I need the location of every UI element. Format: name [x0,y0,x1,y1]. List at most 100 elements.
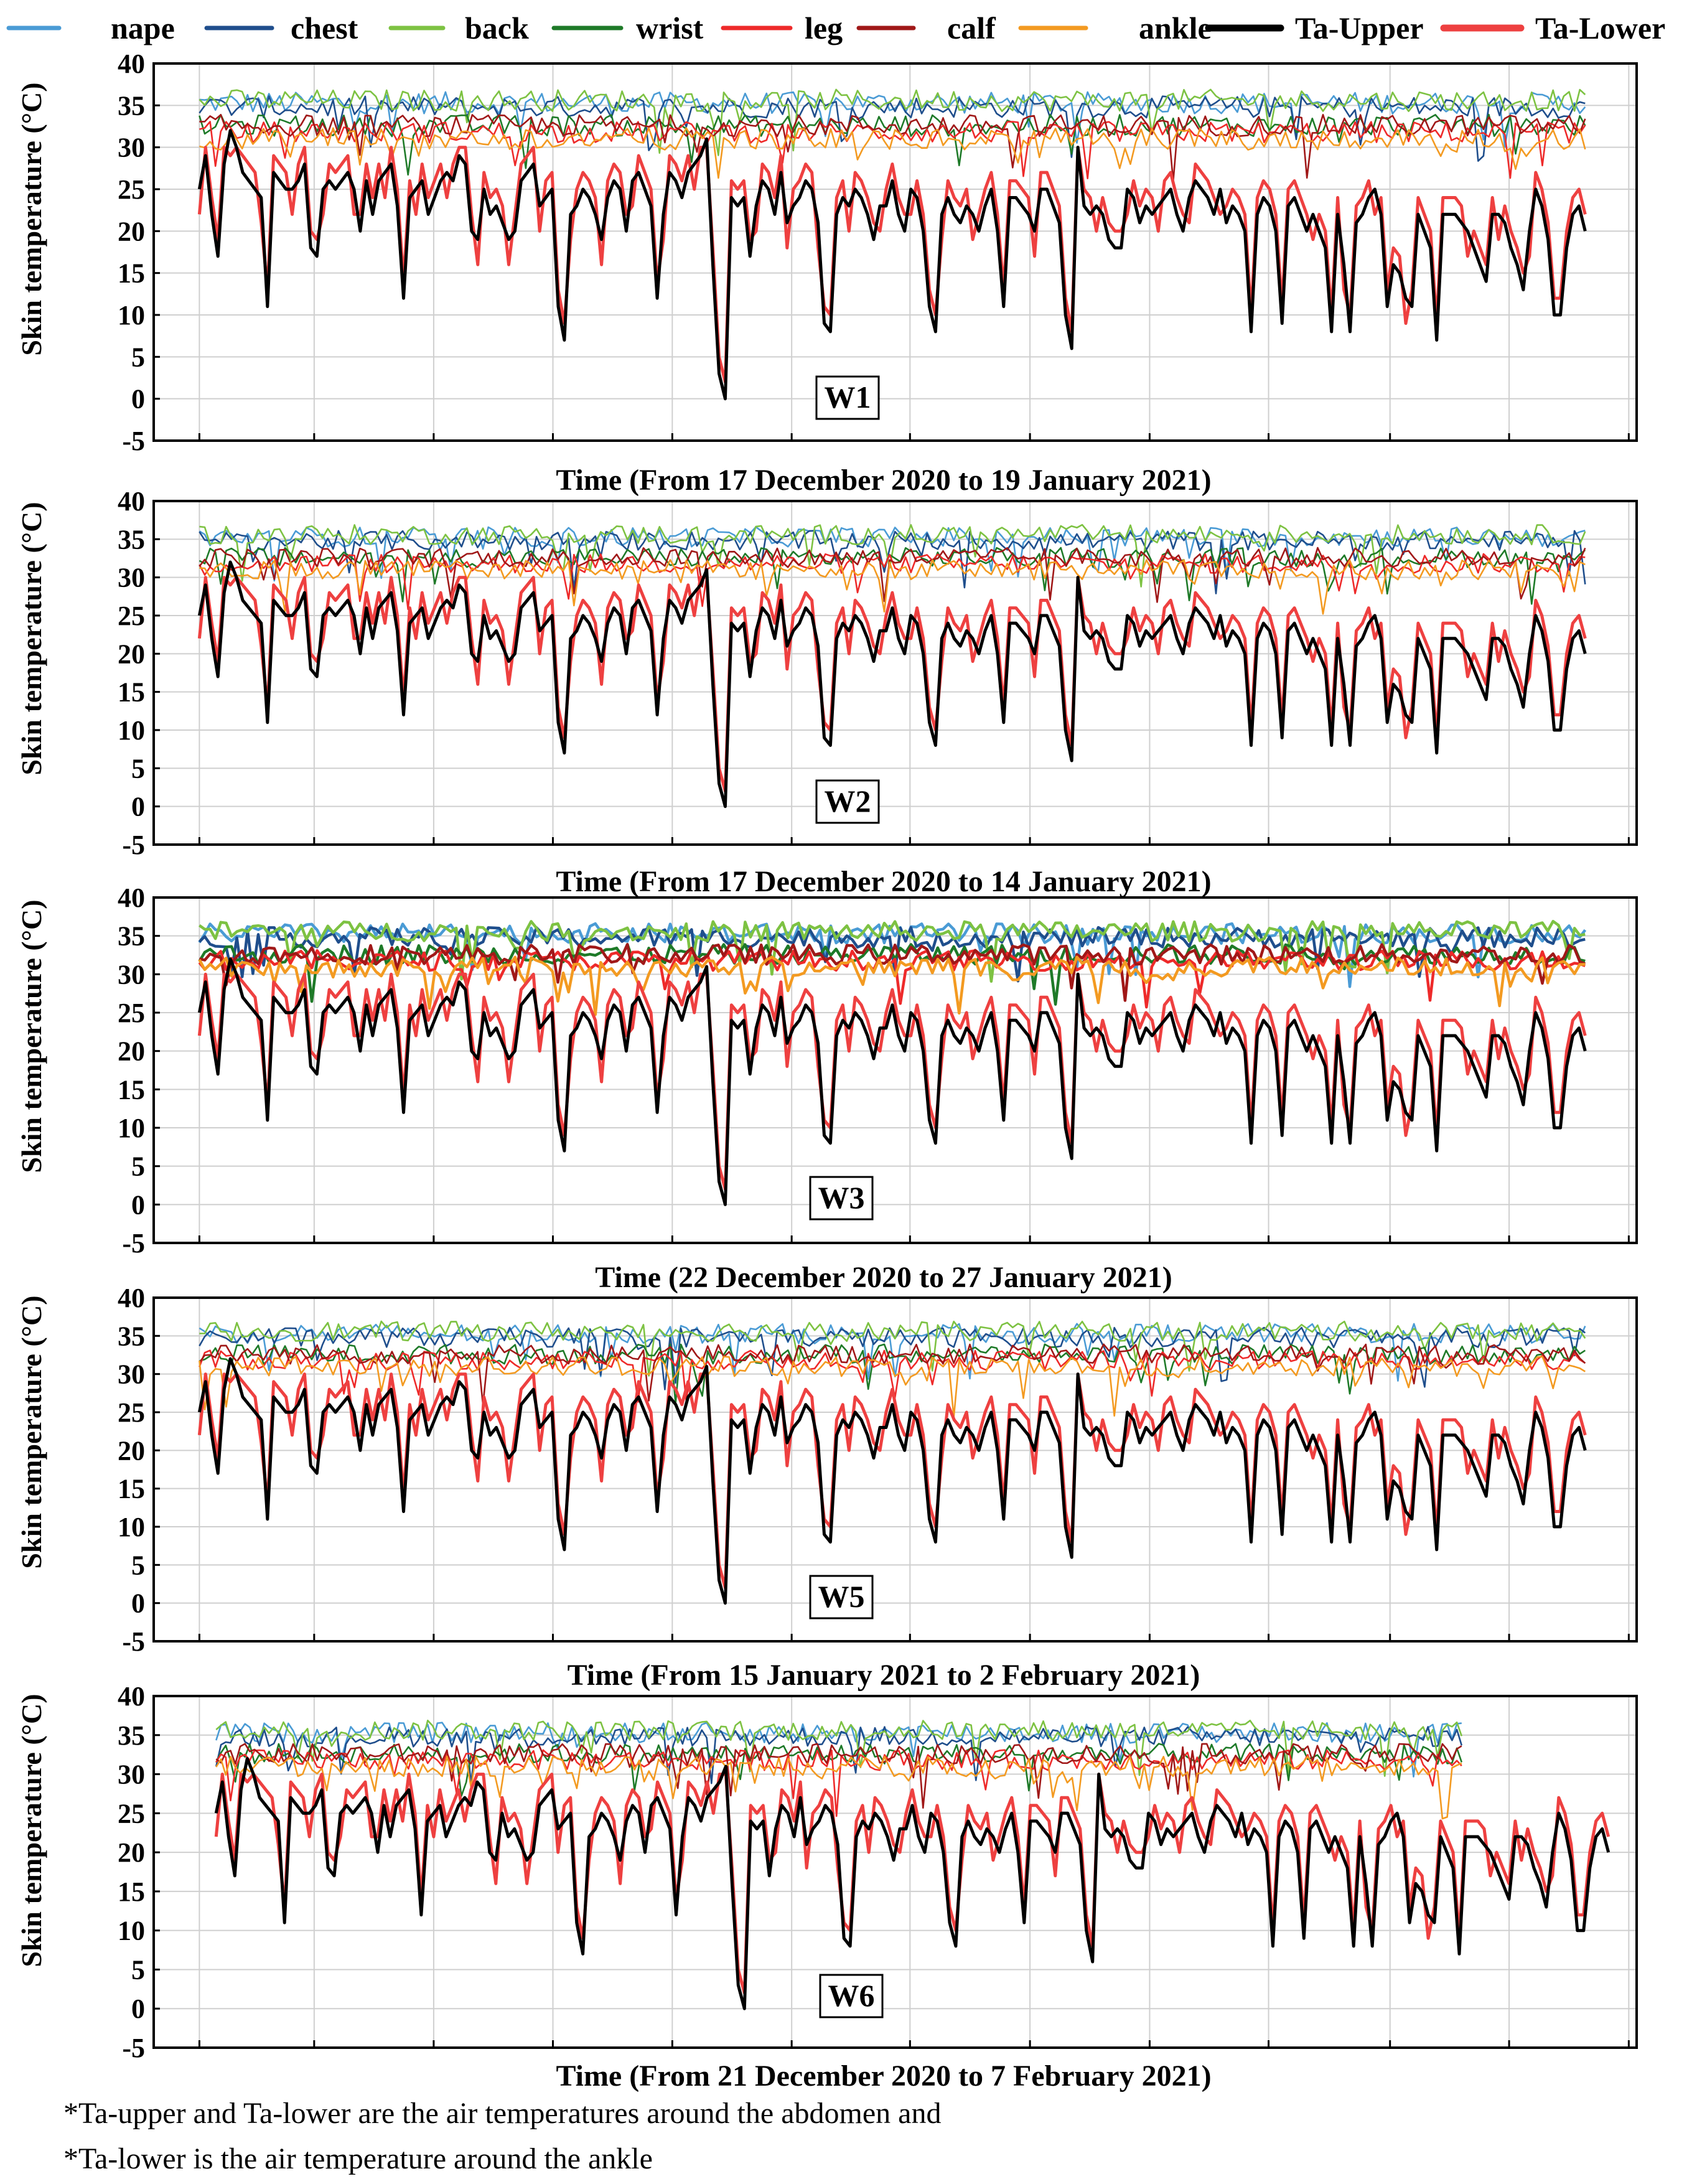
legend-label-back: back [465,11,529,45]
legend-label-ta-lower: Ta-Lower [1535,11,1665,45]
y-tick-label-25: 25 [118,998,145,1028]
series-back [199,523,1586,588]
y-tick-label-5: 5 [131,1954,145,1985]
y-tick-label-30: 30 [118,1359,145,1390]
panel-label-box [815,779,880,824]
panel-label: W5 [809,1575,874,1619]
y-tick-label-15: 15 [118,677,145,708]
legend-label-calf: calf [947,11,996,45]
panel-label-box [815,375,880,420]
y-axis-title: Skin temperature (°C) [16,1694,47,1967]
y-tick-labels: -5 0 5 10 15 20 25 30 35 40 [118,883,160,1258]
y-tick-label-35: 35 [118,921,145,952]
series-ankle [198,955,1586,1016]
legend-label-leg: leg [805,11,843,45]
panel-label-box [809,1176,874,1221]
legend-label-ta-upper: Ta-Upper [1295,11,1424,45]
series-chest [199,95,1586,162]
y-tick-label-0: 0 [131,792,145,822]
series-ankle [215,1755,1462,1820]
y-tick-label-5: 5 [131,753,145,784]
x-axis-title: Time (From 21 December 2020 to 7 Februar… [556,2060,1211,2093]
series-back [199,919,1586,983]
series-back [199,1320,1586,1377]
plot-frame [152,896,1638,1244]
y-tick-label-20: 20 [118,1036,145,1067]
series-leg [215,1749,1462,1817]
y-tick-label-35: 35 [118,1321,145,1351]
series-ankle [199,127,1586,179]
y-tick-label-10: 10 [118,715,145,746]
panel-label: W3 [809,1176,874,1221]
y-tick-label-40: 40 [118,883,145,913]
y-tick-label-40: 40 [118,1283,145,1313]
panel-label: W6 [819,1974,884,2018]
y-tick-label-35: 35 [118,1720,145,1751]
y-tick-labels: -5 0 5 10 15 20 25 30 35 40 [118,1283,160,1657]
series-wrist [199,546,1586,605]
series-calf [199,114,1586,182]
y-tick-label-40: 40 [118,1681,145,1712]
panel-label-box [809,1575,874,1619]
y-tick-label-30: 30 [118,133,145,163]
panel-w1: -5 0 5 10 15 20 25 30 35 40 W1 Skin temperature (°C… [16,49,1638,497]
series-nape [199,91,1586,148]
y-tick-label-5: 5 [131,1151,145,1182]
x-axis-title: Time (From 15 January 2021 to 2 February… [568,1659,1200,1692]
panel-label-box [819,1974,884,2018]
series-chest [199,530,1586,594]
series-ta-upper [197,957,1587,1206]
y-tick-labels: -5 0 5 10 15 20 25 30 35 40 [118,486,160,860]
y-axis-title: Skin temperature (°C) [16,1295,47,1568]
panel-label-text: W3 [818,1180,865,1215]
footnotes: *Ta-upper and Ta-lower are the air tempe… [63,2097,941,2175]
y-tick-label-0: 0 [131,1994,145,2024]
sensor-series [197,919,1587,1206]
y-tick-label-15: 15 [118,258,145,289]
y-tick-label--5: -5 [122,830,145,860]
legend: nape chest back wrist leg calf ankle Ta-Upper Ta… [6,11,1665,45]
plot-frame [152,500,1638,846]
y-tick-label-0: 0 [131,384,145,415]
sensor-series [197,88,1587,401]
chart-panels: -5 0 5 10 15 20 25 30 35 40 W1 Skin temperature (°C… [16,49,1638,2093]
y-tick-label-40: 40 [118,486,145,517]
series-calf [199,943,1586,1002]
y-tick-label-0: 0 [131,1588,145,1619]
x-axis-title: Time (22 December 2020 to 27 January 202… [595,1261,1172,1294]
y-tick-label-0: 0 [131,1189,145,1220]
panel-label-text: W1 [825,380,871,415]
y-tick-label-25: 25 [118,601,145,631]
y-tick-label-20: 20 [118,1435,145,1466]
y-tick-labels: -5 0 5 10 15 20 25 30 35 40 [118,49,160,456]
y-tick-label-10: 10 [118,1113,145,1143]
panel-w2: -5 0 5 10 15 20 25 30 35 40 W2 Skin temperature (°C… [16,486,1638,898]
y-tick-label-20: 20 [118,216,145,246]
plot-frame [152,1695,1638,2049]
y-tick-label-30: 30 [118,563,145,593]
x-axis-title: Time (From 17 December 2020 to 19 Januar… [556,464,1211,497]
y-tick-label-25: 25 [118,1798,145,1829]
legend-label-ankle: ankle [1139,11,1212,45]
series-ta-upper [197,1357,1587,1605]
series-back [199,88,1586,156]
series-leg [198,949,1586,1009]
y-tick-label-20: 20 [118,639,145,669]
series-wrist [199,113,1586,176]
y-tick-label--5: -5 [122,2033,145,2063]
y-tick-label-25: 25 [118,174,145,205]
legend-label-nape: nape [111,11,175,45]
y-tick-label-10: 10 [118,1916,145,1946]
y-tick-labels: -5 0 5 10 15 20 25 30 35 40 [118,1681,160,2063]
y-tick-label-15: 15 [118,1877,145,1907]
plot-frame [152,62,1638,442]
legend-label-chest: chest [291,11,358,45]
series-chest [215,1726,1463,1785]
y-tick-label-20: 20 [118,1837,145,1868]
y-tick-label--5: -5 [122,1228,145,1258]
y-tick-label-30: 30 [118,1760,145,1790]
panel-label: W1 [815,375,880,420]
series-calf [199,546,1586,603]
series-ta-upper [214,1756,1611,2010]
